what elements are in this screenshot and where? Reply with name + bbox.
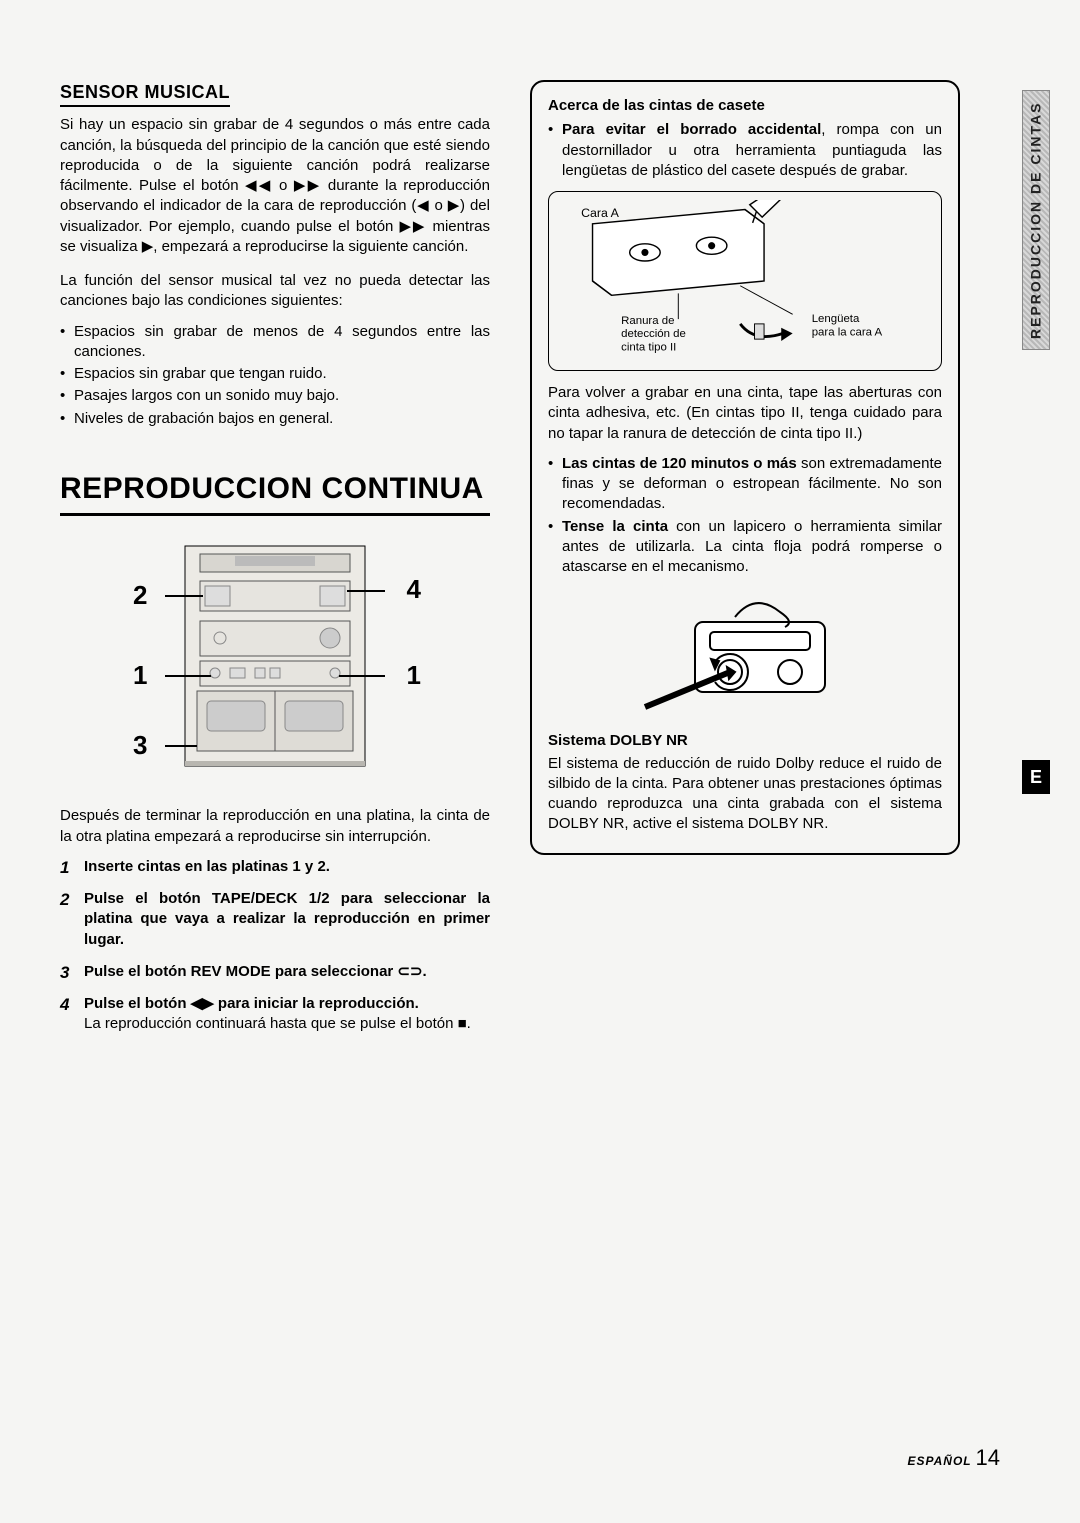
svg-text:Lengüeta: Lengüeta (812, 313, 860, 325)
stereo-system-diagram: 2 4 1 1 3 (125, 536, 425, 786)
bullet-tense: Tense la cinta con un lapicero o herrami… (548, 517, 942, 578)
step-4: 4 Pulse el botón ◀▶ para iniciar la repr… (60, 994, 490, 1035)
diagram-label-3: 3 (133, 728, 147, 763)
step-3: 3 Pulse el botón REV MODE para seleccion… (60, 962, 490, 982)
reproduccion-continua-title: REPRODUCCION CONTINUA (60, 469, 490, 517)
side-tab: REPRODUCCION DE CINTAS (1022, 90, 1050, 350)
box-heading: Acerca de las cintas de casete (548, 96, 942, 116)
step-1: 1 Inserte cintas en las platinas 1 y 2. (60, 857, 490, 877)
bullet-accidental-erase: Para evitar el borrado accidental, rompa… (548, 120, 942, 181)
diagram-label-1b: 1 (407, 658, 421, 693)
sensor-bullet: Espacios sin grabar que tengan ruido. (60, 364, 490, 384)
diagram-label-2: 2 (133, 578, 147, 613)
diagram-label-1a: 1 (133, 658, 147, 693)
diagram-label-4: 4 (407, 572, 421, 607)
pencil-cassette-diagram (635, 587, 855, 717)
svg-text:Ranura de: Ranura de (621, 315, 674, 327)
cassette-diagram: Cara A (548, 191, 942, 371)
bullet-120min: Las cintas de 120 minutos o más son extr… (548, 454, 942, 515)
side-badge-e: E (1022, 760, 1050, 794)
cassette-info-box: Acerca de las cintas de casete Para evit… (530, 80, 960, 855)
dolby-heading: Sistema DOLBY NR (548, 731, 942, 751)
sensor-para-2: La función del sensor musical tal vez no… (60, 271, 490, 312)
page-footer: ESPAÑOL 14 (908, 1443, 1001, 1473)
sensor-musical-title: SENSOR MUSICAL (60, 80, 490, 107)
steps-list: 1 Inserte cintas en las platinas 1 y 2. … (60, 857, 490, 1035)
sensor-bullet: Espacios sin grabar de menos de 4 segund… (60, 322, 490, 363)
sensor-bullets: Espacios sin grabar de menos de 4 segund… (60, 322, 490, 429)
after-diagram-text: Después de terminar la reproducción en u… (60, 806, 490, 847)
rerecord-text: Para volver a grabar en una cinta, tape … (548, 383, 942, 444)
step-2: 2 Pulse el botón TAPE/DECK 1/2 para sele… (60, 889, 490, 950)
svg-text:cinta tipo II: cinta tipo II (621, 342, 676, 354)
svg-text:detección de: detección de (621, 328, 686, 340)
svg-text:para la cara A: para la cara A (812, 326, 883, 338)
sensor-bullet: Pasajes largos con un sonido muy bajo. (60, 386, 490, 406)
dolby-body: El sistema de reducción de ruido Dolby r… (548, 754, 942, 835)
sensor-bullet: Niveles de grabación bajos en general. (60, 409, 490, 429)
sensor-para-1: Si hay un espacio sin grabar de 4 segund… (60, 115, 490, 257)
cara-a-label: Cara A (581, 206, 620, 220)
